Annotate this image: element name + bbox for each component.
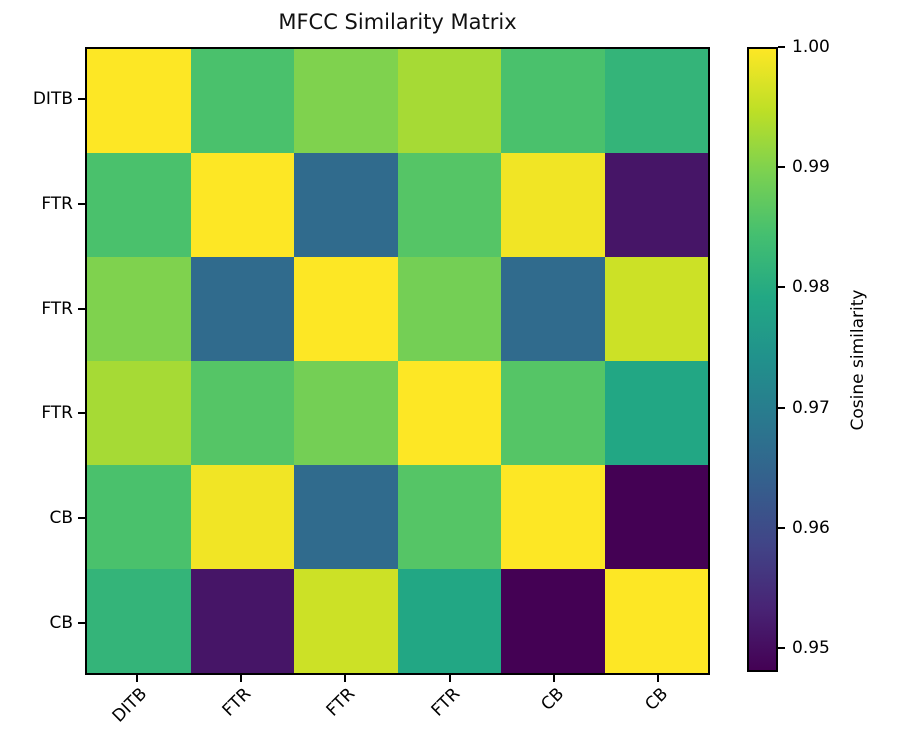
colorbar-tick-label: 1.00: [792, 37, 830, 57]
x-tick-mark: [448, 675, 451, 682]
colorbar-tick-label: 0.99: [792, 157, 830, 178]
heatmap-cell: [604, 361, 708, 465]
y-tick-mark: [78, 203, 85, 205]
heatmap-cell: [604, 569, 708, 673]
colorbar-tick-mark: [778, 286, 785, 289]
colorbar-tick-label: 0.97: [792, 397, 830, 418]
y-tick-label: CB: [49, 612, 73, 633]
heatmap-cell: [294, 465, 398, 569]
heatmap-cell: [87, 361, 191, 465]
colorbar-tick-mark: [778, 166, 785, 169]
heatmap-cell: [190, 153, 294, 257]
heatmap-cell: [397, 257, 501, 361]
heatmap-cell: [397, 465, 501, 569]
y-tick-mark: [78, 307, 85, 310]
colorbar-label: Cosine similarity: [848, 289, 868, 431]
heatmap-cell: [294, 569, 398, 673]
y-tick-mark: [78, 621, 85, 624]
heatmap-cell: [294, 49, 398, 153]
heatmap-cell: [397, 361, 501, 465]
colorbar-tick-mark: [778, 646, 785, 649]
heatmap-cell: [190, 49, 294, 153]
x-tick-mark: [656, 675, 659, 682]
colorbar-tick-label: 0.96: [792, 517, 830, 538]
heatmap-cell: [604, 465, 708, 569]
x-tick-label: CB: [641, 684, 673, 715]
heatmap-cell: [604, 153, 708, 257]
heatmap-cell: [294, 257, 398, 361]
y-tick-label: FTR: [41, 403, 73, 424]
heatmap-cell: [397, 153, 501, 257]
y-tick-label: FTR: [41, 194, 73, 214]
x-tick-label: CB: [537, 684, 568, 715]
x-tick-label: DITB: [108, 684, 152, 727]
x-tick-mark: [240, 675, 243, 682]
heatmap-cell: [87, 465, 191, 569]
heatmap-cell: [190, 465, 294, 569]
heatmap-cell: [501, 361, 605, 465]
heatmap-cell: [501, 465, 605, 569]
heatmap-grid: [85, 47, 710, 675]
heatmap-cell: [190, 569, 294, 673]
x-tick-label: FTR: [427, 684, 464, 721]
y-tick-label: DITB: [32, 89, 73, 110]
heatmap-cell: [294, 361, 398, 465]
heatmap-cell: [87, 49, 191, 153]
heatmap-cell: [501, 153, 605, 257]
x-tick-label: FTR: [322, 684, 360, 721]
heatmap-cell: [190, 361, 294, 465]
colorbar: [747, 47, 778, 672]
y-tick-label: FTR: [41, 298, 73, 319]
y-tick-mark: [78, 98, 85, 101]
x-tick-label: FTR: [218, 684, 256, 721]
colorbar-tick-mark: [778, 46, 785, 48]
y-tick-label: CB: [49, 508, 73, 528]
heatmap-cell: [294, 153, 398, 257]
heatmap-cell: [87, 569, 191, 673]
heatmap-cell: [501, 257, 605, 361]
y-tick-mark: [78, 412, 85, 415]
x-tick-mark: [136, 675, 139, 682]
x-tick-mark: [552, 675, 555, 682]
chart-title: MFCC Similarity Matrix: [278, 10, 517, 34]
x-tick-mark: [344, 675, 347, 682]
heatmap-cell: [501, 569, 605, 673]
colorbar-tick-label: 0.95: [792, 637, 830, 658]
heatmap-cell: [501, 49, 605, 153]
heatmap-cell: [604, 49, 708, 153]
colorbar-tick-mark: [778, 406, 785, 409]
heatmap-cell: [87, 153, 191, 257]
colorbar-tick-label: 0.98: [792, 277, 830, 298]
heatmap-cell: [87, 257, 191, 361]
heatmap-cell: [397, 569, 501, 673]
heatmap-cell: [190, 257, 294, 361]
colorbar-tick-mark: [778, 526, 785, 529]
y-tick-mark: [78, 517, 85, 519]
heatmap-cell: [604, 257, 708, 361]
heatmap-cell: [397, 49, 501, 153]
